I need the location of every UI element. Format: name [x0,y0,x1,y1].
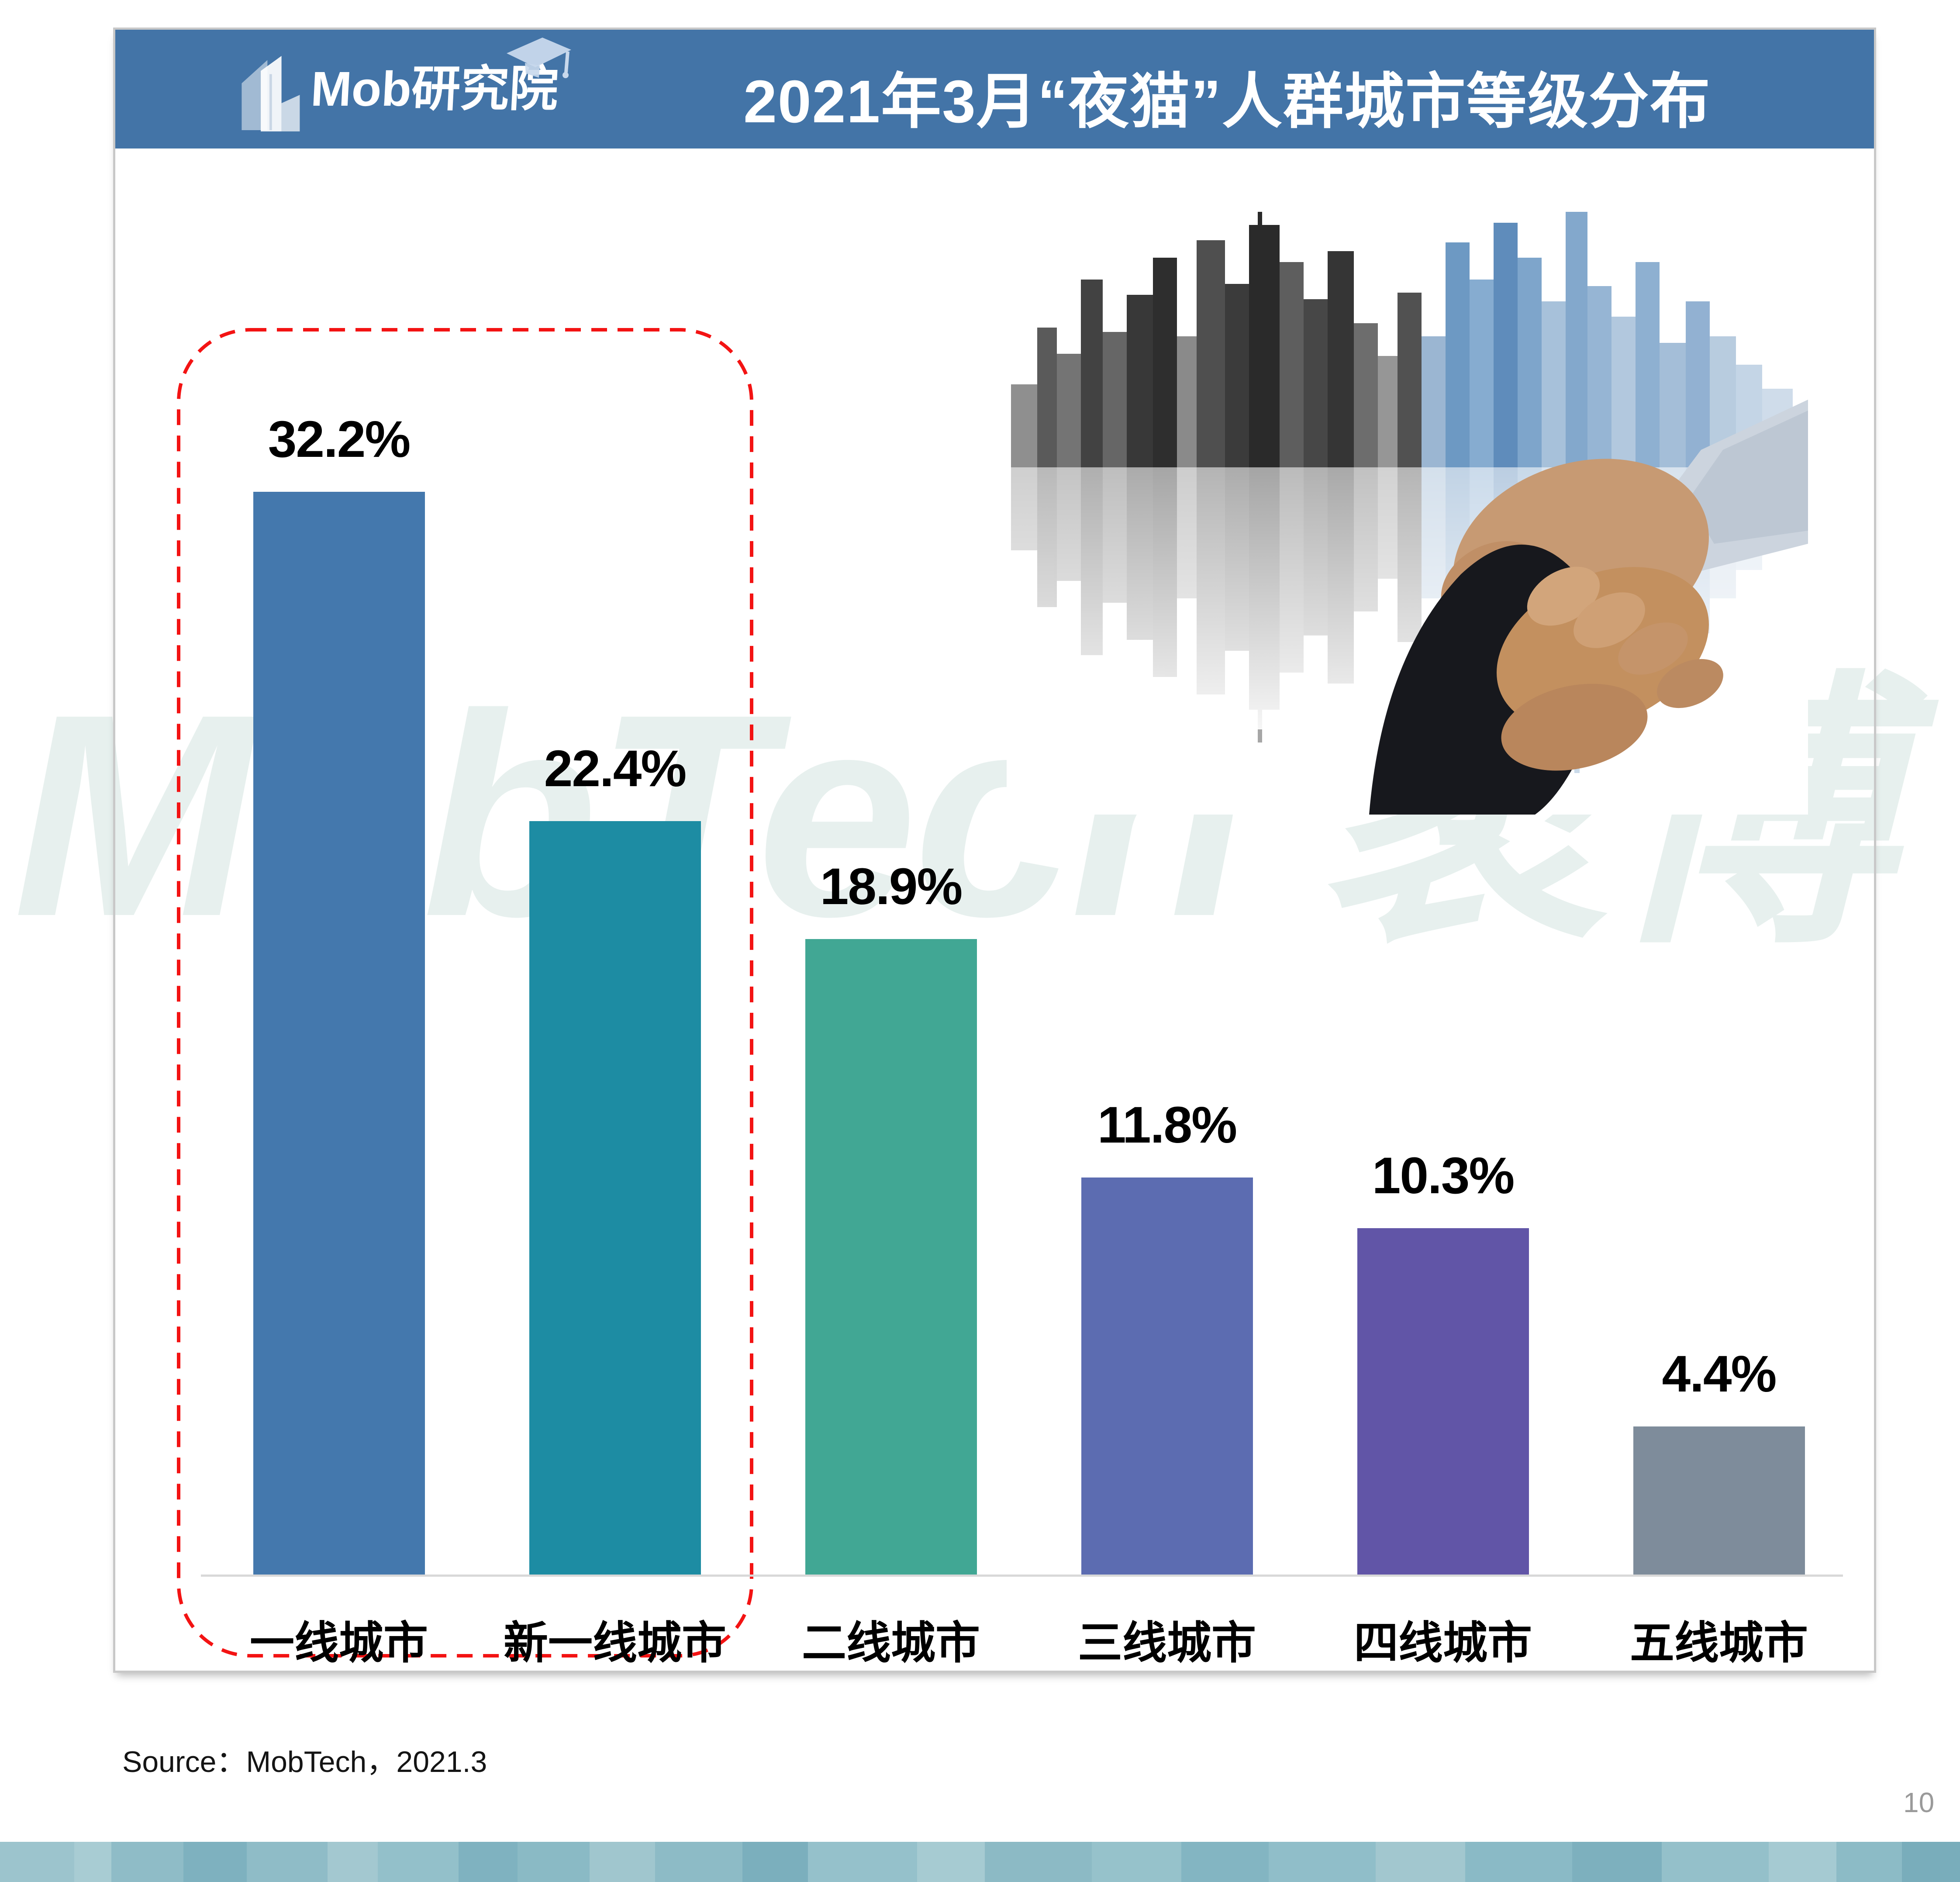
handshake-graphic [1369,400,1808,815]
bar-value-label: 10.3% [1372,1147,1515,1205]
mob-research-logo: Mob研究院 [237,42,559,136]
bar [1633,1426,1805,1575]
header-bar: Mob研究院 2021年3月“夜猫”人群城市等级分布 [115,30,1874,148]
bar-column: 32.2% [201,410,477,1575]
bar-column: 22.4% [477,739,753,1575]
bar [1081,1178,1253,1575]
bar-column: 11.8% [1029,1095,1305,1575]
highlight-box-rect [177,328,753,1658]
graduation-cap-icon [507,38,571,78]
bar-column: 10.3% [1305,1146,1581,1575]
x-axis-line [201,1575,1843,1577]
x-axis-label: 二线城市 [802,1618,980,1668]
bar [253,492,425,1575]
bar-value-label: 32.2% [268,411,411,468]
x-axis-label: 新一线城市 [504,1618,726,1668]
bar-chart: 32.2% 22.4% 18.9% 11.8% 10.3% 4.4% [201,410,1857,1575]
bar-value-label: 11.8% [1097,1096,1237,1154]
x-axis-label: 五线城市 [1630,1618,1808,1668]
x-axis-label: 一线城市 [250,1618,428,1668]
bar [805,939,977,1575]
bar [1357,1228,1529,1575]
bar-column: 18.9% [753,857,1029,1575]
source-note: Source：MobTech，2021.3 [122,1745,487,1778]
bar-value-label: 22.4% [544,740,687,798]
x-axis-labels: 一线城市 新一线城市 二线城市 三线城市 四线城市 五线城市 [201,1607,1857,1671]
x-axis-label: 四线城市 [1354,1618,1532,1668]
slide-frame: Mob研究院 2021年3月“夜猫”人群城市等级分布 [113,28,1876,1673]
city-handshake-photo [1007,212,1808,815]
building-icon [242,56,300,131]
bar [529,821,701,1575]
highlight-dashed-box [177,328,753,1658]
page-title: 2021年3月“夜猫”人群城市等级分布 [743,68,1711,135]
bar-column: 4.4% [1581,1344,1857,1575]
bar-value-label: 18.9% [820,858,963,915]
x-axis-label: 三线城市 [1078,1618,1256,1668]
bar-value-label: 4.4% [1662,1345,1777,1403]
bottom-decor-strip [0,1842,1960,1882]
page-number: 10 [1903,1787,1935,1818]
